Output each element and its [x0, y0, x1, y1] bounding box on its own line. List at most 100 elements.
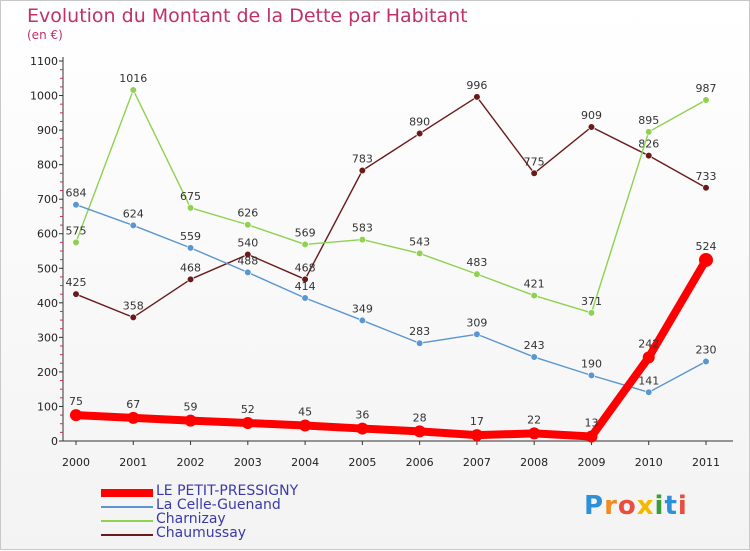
- y-tick-label: 900: [37, 124, 58, 137]
- data-label: 141: [638, 374, 659, 387]
- x-tick-label: 2002: [177, 456, 205, 469]
- data-label: 468: [180, 261, 201, 274]
- data-label: 283: [409, 325, 430, 338]
- data-point: [301, 294, 309, 302]
- data-point: [585, 430, 598, 443]
- legend-swatch: [101, 489, 153, 497]
- data-label: 309: [466, 316, 487, 329]
- data-point: [358, 316, 366, 325]
- y-tick-label: 300: [37, 331, 58, 344]
- logo-letter: P: [584, 491, 605, 521]
- data-label: 59: [184, 401, 198, 414]
- legend-label: Chaumussay: [156, 525, 247, 541]
- logo-letter: i: [677, 491, 688, 521]
- chart-title: Evolution du Montant de la Dette par Hab…: [27, 5, 468, 27]
- data-point: [413, 425, 426, 438]
- y-tick-label: 800: [37, 159, 58, 172]
- x-tick-label: 2008: [520, 456, 548, 469]
- data-point: [301, 275, 309, 283]
- data-point: [416, 249, 424, 258]
- data-label: 190: [581, 357, 602, 370]
- data-point: [587, 123, 596, 131]
- data-point: [244, 268, 252, 277]
- data-point: [127, 411, 140, 424]
- data-label: 540: [237, 236, 258, 249]
- data-label: 624: [123, 207, 144, 220]
- x-tick-label: 2004: [291, 456, 319, 469]
- y-tick-label: 100: [37, 400, 58, 413]
- data-label: 684: [66, 187, 87, 200]
- y-tick-label: 600: [37, 228, 58, 241]
- data-label: 483: [466, 256, 487, 269]
- data-point: [473, 93, 481, 101]
- data-label: 243: [524, 339, 545, 352]
- data-point: [416, 339, 424, 347]
- y-tick-label: 200: [37, 366, 58, 379]
- x-tick-label: 2011: [692, 456, 720, 469]
- data-point: [473, 270, 481, 278]
- data-label: 22: [527, 413, 541, 426]
- data-label: 28: [413, 411, 427, 424]
- data-label: 242: [638, 337, 659, 350]
- data-label: 488: [237, 254, 258, 267]
- y-tick-label: 400: [37, 297, 58, 310]
- data-point: [642, 351, 655, 364]
- data-label: 414: [295, 280, 316, 293]
- x-tick-label: 2009: [577, 456, 605, 469]
- series-line-0: [75, 257, 710, 441]
- data-point: [587, 309, 596, 317]
- proxiti-logo: Proxiti: [584, 491, 688, 521]
- data-label: 895: [638, 114, 659, 127]
- data-label: 17: [470, 415, 484, 428]
- series-line-2: [75, 89, 707, 314]
- x-tick-label: 2001: [119, 456, 147, 469]
- data-point: [699, 252, 713, 267]
- data-label: 468: [295, 261, 316, 274]
- data-label: 1016: [119, 72, 147, 85]
- data-point: [244, 221, 252, 229]
- logo-letter: t: [664, 491, 678, 521]
- data-label: 826: [638, 138, 659, 151]
- data-label: 783: [352, 153, 373, 166]
- data-point: [702, 96, 710, 104]
- x-tick-label: 2010: [635, 456, 663, 469]
- legend-label: LE PETIT-PRESSIGNY: [156, 483, 299, 499]
- data-label: 52: [241, 403, 255, 416]
- data-point: [186, 204, 195, 212]
- data-point: [470, 429, 483, 442]
- y-tick-label: 700: [37, 193, 58, 206]
- data-point: [587, 371, 596, 379]
- legend-label: La Celle-Guenand: [156, 497, 281, 513]
- data-point: [129, 221, 137, 230]
- data-point: [645, 152, 653, 160]
- data-label: 230: [696, 344, 717, 357]
- x-tick-label: 2007: [463, 456, 491, 469]
- data-point: [186, 275, 195, 283]
- x-tick-label: 2005: [348, 456, 376, 469]
- logo-letter: i: [654, 491, 665, 521]
- data-point: [416, 129, 424, 138]
- data-point: [72, 201, 80, 209]
- data-point: [473, 330, 481, 338]
- logo-letter: x: [636, 491, 655, 521]
- data-label: 421: [524, 278, 545, 291]
- data-point: [299, 419, 312, 432]
- data-label: 775: [524, 155, 545, 168]
- logo-letter: o: [617, 491, 637, 521]
- data-point: [72, 238, 80, 246]
- legend-swatch: [101, 534, 153, 536]
- data-label: 13: [584, 417, 598, 430]
- data-label: 675: [180, 190, 201, 203]
- data-point: [186, 244, 195, 252]
- data-label: 543: [409, 235, 430, 248]
- y-tick-label: 1000: [30, 90, 58, 103]
- data-point: [358, 236, 366, 244]
- series-line-1: [75, 204, 707, 393]
- data-point: [184, 414, 197, 427]
- data-point: [70, 409, 82, 422]
- x-tick-label: 2006: [406, 456, 434, 469]
- data-label: 575: [66, 224, 87, 237]
- y-tick-label: 0: [51, 435, 58, 448]
